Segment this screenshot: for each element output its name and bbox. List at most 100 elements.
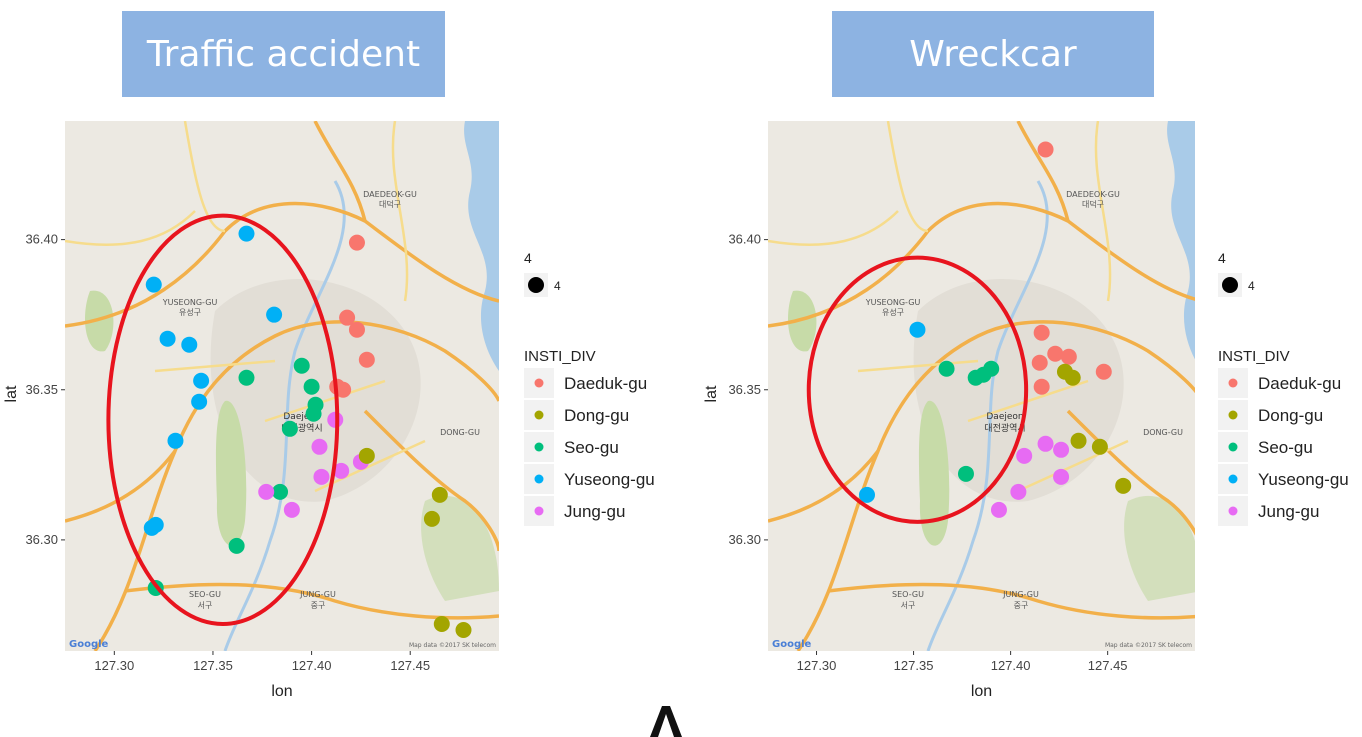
map-label: SEO-GU xyxy=(189,590,221,599)
map-label: Daejeon xyxy=(986,412,1023,422)
map-label: 서구 xyxy=(901,601,916,610)
y-tick-label: 36.30 xyxy=(25,532,58,547)
data-point xyxy=(1037,141,1054,158)
cropped-letter-glyph xyxy=(650,706,682,737)
map-label: JUNG-GU xyxy=(299,590,336,599)
color-legend-title: INSTI_DIV xyxy=(524,348,596,365)
data-point xyxy=(1037,435,1054,452)
map-label: 서구 xyxy=(198,601,213,610)
data-point xyxy=(348,321,365,338)
road-arterial xyxy=(363,409,499,552)
data-point xyxy=(191,393,208,410)
road-arterial xyxy=(827,582,1195,620)
map-label: 대덕구 xyxy=(379,199,401,209)
y-tick-label: 36.35 xyxy=(25,382,58,397)
road-arterial xyxy=(1066,409,1195,536)
road-arterial xyxy=(65,449,177,523)
legend-swatch xyxy=(534,442,544,452)
data-point xyxy=(455,621,472,638)
x-axis-label: lon xyxy=(971,683,992,700)
map-label: 유성구 xyxy=(179,308,201,317)
data-point xyxy=(423,510,440,527)
x-tick-label: 127.35 xyxy=(894,658,934,673)
data-point xyxy=(283,501,300,518)
road-local xyxy=(264,379,386,423)
map-label: JUNG-GU xyxy=(1002,590,1039,599)
data-point xyxy=(909,321,926,338)
data-point xyxy=(258,483,275,500)
x-tick-label: 127.35 xyxy=(193,658,233,673)
data-point xyxy=(311,438,328,455)
data-point xyxy=(433,615,450,632)
legend-label: Seo-gu xyxy=(1258,438,1313,457)
legend-swatch xyxy=(534,378,544,388)
data-point xyxy=(1091,438,1108,455)
highlight-ellipse xyxy=(106,213,340,626)
data-point xyxy=(1060,348,1077,365)
road-arterial xyxy=(93,320,499,651)
map-label: YUSEONG-GU xyxy=(162,298,218,307)
size-legend-dot xyxy=(1222,277,1238,293)
y-axis-label: lat xyxy=(703,385,720,402)
google-logo: Google xyxy=(772,639,812,650)
data-point xyxy=(1070,432,1087,449)
legend-label: Daeduk-gu xyxy=(564,374,647,393)
legend-label: Yuseong-gu xyxy=(564,470,655,489)
road-arterial xyxy=(768,201,1195,328)
data-point xyxy=(983,360,1000,377)
x-tick-label: 127.40 xyxy=(991,658,1031,673)
data-point xyxy=(145,276,162,293)
data-point xyxy=(293,357,310,374)
data-point xyxy=(1053,441,1070,458)
data-point xyxy=(272,483,289,500)
y-tick-label: 36.30 xyxy=(728,532,761,547)
data-point xyxy=(303,378,320,395)
data-point xyxy=(1010,483,1027,500)
map-label: Daejeon xyxy=(283,412,320,422)
map-label: DONG-GU xyxy=(440,428,480,437)
data-point xyxy=(431,486,448,503)
color-legend-title: INSTI_DIV xyxy=(1218,348,1290,365)
data-point xyxy=(358,351,375,368)
data-point xyxy=(305,405,322,422)
legend-label: Yuseong-gu xyxy=(1258,470,1349,489)
legend-label: Jung-gu xyxy=(1258,502,1319,521)
map-label: 대덕구 xyxy=(1082,199,1104,209)
legend-label: Jung-gu xyxy=(564,502,625,521)
legend-swatch xyxy=(1228,506,1238,516)
river-line xyxy=(926,180,1049,651)
legend-swatch xyxy=(534,474,544,484)
data-point xyxy=(358,447,375,464)
data-point xyxy=(1016,447,1033,464)
banner-title: Wreckcar xyxy=(909,33,1077,75)
road-local xyxy=(886,121,929,233)
data-point xyxy=(1095,363,1112,380)
road-local xyxy=(183,121,226,233)
road-arterial xyxy=(768,449,880,523)
data-point xyxy=(159,330,176,347)
map-label: 중구 xyxy=(311,601,326,610)
size-legend-label: 4 xyxy=(554,279,561,293)
legend-swatch xyxy=(1228,442,1238,452)
lake-water xyxy=(1167,121,1195,360)
map-attribution: Map data ©2017 SK telecom xyxy=(1105,642,1192,649)
road-local xyxy=(967,379,1089,423)
road-arterial xyxy=(313,121,367,222)
data-point xyxy=(266,306,283,323)
data-point xyxy=(1031,354,1048,371)
x-tick-label: 127.45 xyxy=(390,658,430,673)
x-tick-label: 127.30 xyxy=(94,658,134,673)
data-point xyxy=(1064,369,1081,386)
park-area xyxy=(918,400,950,546)
river-line xyxy=(223,180,346,651)
google-logo: Google xyxy=(69,639,109,650)
data-point xyxy=(1033,324,1050,341)
size-legend-dot xyxy=(528,277,544,293)
hill-area xyxy=(1124,495,1195,601)
x-axis-label: lon xyxy=(271,683,292,700)
road-local xyxy=(154,359,276,373)
park-area xyxy=(215,400,247,546)
legend-swatch xyxy=(534,410,544,420)
